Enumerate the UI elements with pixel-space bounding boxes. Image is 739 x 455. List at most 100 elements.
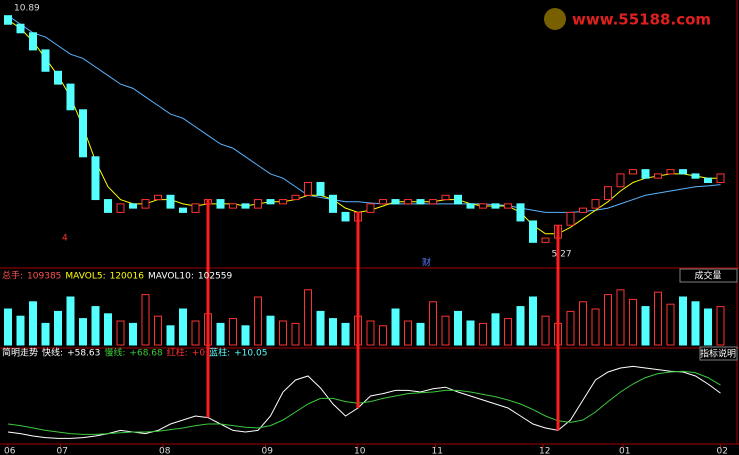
volume-bar bbox=[391, 308, 400, 346]
volume-bar bbox=[629, 298, 637, 346]
volume-bar bbox=[654, 291, 662, 346]
x-tick-label: 11 bbox=[432, 447, 443, 455]
candle bbox=[516, 203, 525, 222]
candle bbox=[304, 181, 312, 196]
indicator-header-label: 红柱: bbox=[167, 347, 188, 359]
volume-bar bbox=[429, 301, 437, 346]
candle bbox=[641, 169, 650, 179]
candle bbox=[216, 199, 225, 209]
volume-bar bbox=[116, 320, 125, 346]
volume-bar bbox=[416, 322, 425, 346]
candle bbox=[79, 109, 87, 158]
x-tick-label: 07 bbox=[57, 447, 68, 455]
candle bbox=[429, 199, 437, 205]
volume-header-label: MAVOL5: bbox=[65, 272, 105, 282]
volume-bar bbox=[54, 310, 62, 346]
candle bbox=[266, 199, 275, 205]
volume-bar bbox=[379, 325, 387, 346]
indicator-name: 简明走势 bbox=[2, 347, 38, 359]
candle bbox=[29, 32, 37, 51]
indicator-button-label[interactable]: 指标说明 bbox=[700, 348, 736, 360]
candle bbox=[241, 203, 250, 209]
volume-header-value: 120016 bbox=[110, 272, 145, 282]
volume-header-value: 102559 bbox=[198, 272, 233, 282]
candle bbox=[616, 173, 625, 188]
candle bbox=[716, 173, 725, 183]
candle bbox=[566, 211, 575, 226]
volume-bar bbox=[316, 310, 325, 346]
volume-bar bbox=[616, 289, 625, 346]
volume-bar bbox=[604, 294, 612, 346]
volume-bar bbox=[129, 322, 137, 346]
volume-bar bbox=[104, 313, 112, 346]
volume-bar bbox=[566, 310, 575, 346]
candle bbox=[579, 207, 587, 213]
volume-bar bbox=[579, 301, 587, 346]
candle bbox=[529, 220, 537, 243]
indicator-button[interactable] bbox=[699, 346, 738, 361]
candle bbox=[341, 211, 350, 222]
volume-button-label[interactable]: 成交量 bbox=[694, 270, 721, 282]
x-tick-label: 08 bbox=[159, 447, 171, 455]
volume-bar bbox=[79, 318, 87, 346]
candle bbox=[654, 173, 662, 179]
candle bbox=[629, 169, 637, 175]
candle bbox=[291, 194, 300, 201]
candle bbox=[491, 203, 500, 209]
volume-bar bbox=[679, 296, 687, 346]
candle bbox=[329, 194, 337, 213]
candle bbox=[316, 181, 325, 196]
marker-text: 财 bbox=[422, 257, 431, 269]
candle bbox=[366, 203, 375, 213]
volume-bar bbox=[491, 313, 500, 346]
volume-bar bbox=[691, 301, 700, 346]
volume-bar bbox=[404, 320, 412, 346]
volume-bar bbox=[304, 289, 312, 346]
candle bbox=[391, 199, 400, 205]
volume-bar bbox=[591, 308, 600, 346]
volume-bar bbox=[454, 310, 462, 346]
candle bbox=[54, 70, 62, 85]
volume-bar bbox=[154, 315, 162, 346]
candle bbox=[41, 49, 50, 72]
volume-bar bbox=[329, 318, 337, 346]
volume-bar bbox=[166, 325, 175, 346]
volume-bar bbox=[91, 306, 100, 346]
volume-bar bbox=[266, 315, 275, 346]
candle bbox=[229, 203, 237, 209]
candle bbox=[454, 194, 462, 205]
x-tick-label: 06 bbox=[4, 447, 16, 455]
candle bbox=[16, 23, 25, 34]
price-label: 10.89 bbox=[14, 4, 40, 14]
candle bbox=[129, 203, 137, 209]
volume-bar bbox=[479, 322, 487, 346]
volume-bar bbox=[641, 306, 650, 346]
candle bbox=[179, 207, 187, 213]
volume-bar bbox=[191, 320, 200, 346]
volume-bar bbox=[41, 322, 50, 346]
candle bbox=[4, 15, 12, 25]
volume-bar bbox=[216, 322, 225, 346]
logo bbox=[544, 8, 566, 30]
volume-bar bbox=[141, 294, 150, 346]
volume-bar bbox=[441, 315, 450, 346]
volume-button[interactable] bbox=[679, 268, 738, 283]
candle bbox=[591, 199, 600, 209]
candle bbox=[504, 203, 512, 209]
candle bbox=[691, 173, 700, 179]
volume-bar bbox=[229, 318, 237, 346]
volume-bar bbox=[504, 318, 512, 346]
indicator-header-label: 蓝柱: bbox=[209, 347, 230, 359]
candle bbox=[279, 199, 287, 205]
candle bbox=[479, 203, 487, 209]
candle bbox=[254, 199, 262, 209]
volume-bar bbox=[179, 308, 187, 346]
candle bbox=[104, 199, 112, 213]
candle bbox=[466, 203, 475, 209]
x-tick-label: 09 bbox=[262, 447, 274, 455]
candle bbox=[116, 203, 125, 213]
candle bbox=[604, 186, 612, 201]
x-tick-label: 02 bbox=[717, 447, 728, 455]
